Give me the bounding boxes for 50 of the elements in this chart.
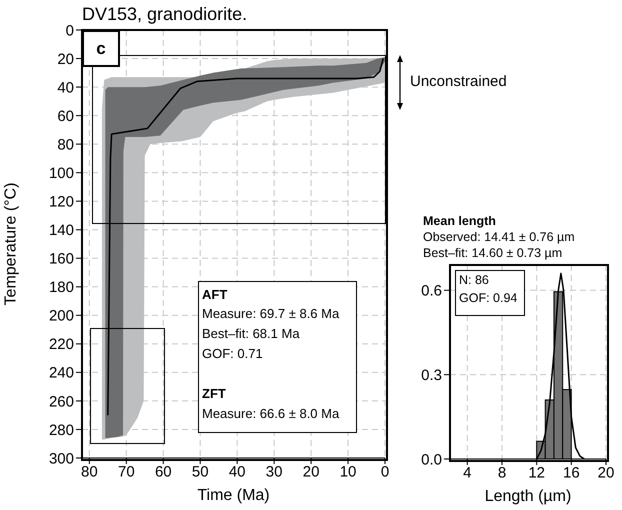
x-tick-label: 16 xyxy=(562,464,580,482)
annotation: GOF: 0.94 xyxy=(459,291,518,305)
annotation: c xyxy=(82,30,120,67)
chart-title: DV153, granodiorite. xyxy=(82,4,248,25)
y-tick-label: 60 xyxy=(57,108,74,125)
annotation: Best–fit: 68.1 Ma xyxy=(202,326,300,341)
x-axis-title: Time (Ma) xyxy=(197,487,270,504)
y-tick-label: 200 xyxy=(48,308,74,325)
y-tick-label: 240 xyxy=(48,364,74,382)
y-tick-label: 20 xyxy=(57,50,74,68)
annotation: Measure: 66.6 ± 8.0 Ma xyxy=(202,406,340,421)
y-tick-label: 0 xyxy=(66,22,74,40)
text: Observed: 14.41 ± 0.76 µm xyxy=(423,230,575,244)
y-tick-label: 0.6 xyxy=(421,282,442,300)
y-tick-label: 180 xyxy=(48,279,74,296)
y-tick-label: 40 xyxy=(57,79,74,96)
x-tick-label: 8 xyxy=(498,464,506,482)
x-axis-title: Length (µm) xyxy=(484,488,572,505)
y-tick-label: 80 xyxy=(57,136,74,154)
annotation: N: 86 xyxy=(459,273,489,287)
x-tick-label: 50 xyxy=(192,464,209,481)
y-tick-label: 300 xyxy=(48,450,74,468)
y-axis-title: Temperature (°C) xyxy=(2,182,20,306)
annotation: ZFT xyxy=(202,386,226,401)
y-tick-label: 120 xyxy=(48,194,74,211)
x-tick-label: 70 xyxy=(118,464,135,481)
x-tick-label: 12 xyxy=(528,464,546,482)
y-tick-label: 160 xyxy=(48,250,74,268)
y-tick-label: 280 xyxy=(48,422,74,439)
x-tick-label: 40 xyxy=(228,464,246,481)
x-tick-label: 0 xyxy=(380,464,390,481)
text: Best–fit: 14.60 ± 0.73 µm xyxy=(423,246,562,260)
annotation: AFT xyxy=(202,287,228,302)
x-tick-label: 80 xyxy=(81,464,98,481)
y-tick-label: 0.0 xyxy=(421,451,442,468)
chart-title: Mean length xyxy=(423,214,496,228)
y-tick-label: 260 xyxy=(48,393,74,410)
x-tick-label: 20 xyxy=(302,464,320,481)
annotation: GOF: 0.71 xyxy=(202,346,263,361)
x-tick-label: 4 xyxy=(463,464,472,482)
x-tick-label: 30 xyxy=(266,464,282,481)
x-tick-label: 10 xyxy=(340,464,356,481)
y-tick-label: 0.3 xyxy=(421,366,442,384)
y-tick-label: 100 xyxy=(48,164,74,182)
y-tick-label: 220 xyxy=(48,336,74,354)
x-tick-label: 20 xyxy=(598,464,614,482)
x-tick-label: 60 xyxy=(154,464,172,481)
y-tick-label: 140 xyxy=(48,222,74,240)
text: Unconstrained xyxy=(410,73,507,90)
annotation: Measure: 69.7 ± 8.6 Ma xyxy=(202,306,340,321)
